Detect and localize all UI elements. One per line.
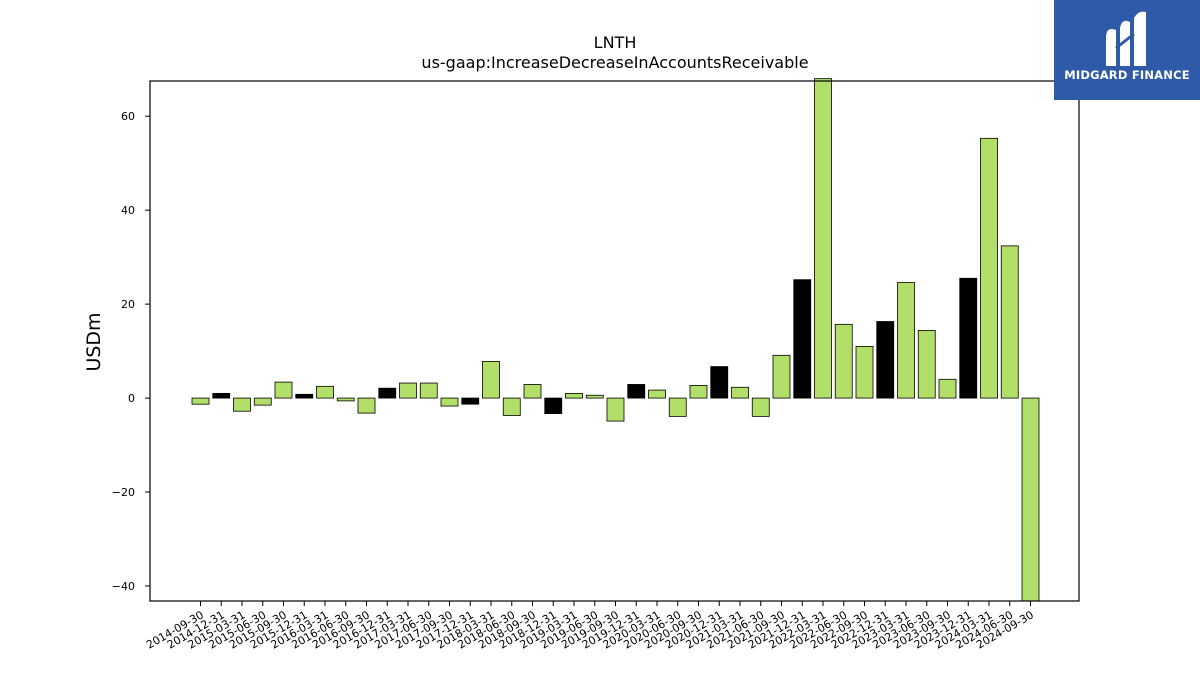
y-tick-label: 20 bbox=[121, 298, 135, 311]
bar-2017-12-31 bbox=[461, 397, 480, 405]
bars bbox=[191, 78, 1040, 602]
bar-2014-12-31 bbox=[212, 392, 231, 399]
bar-2022-12-31 bbox=[876, 321, 895, 399]
bar-2019-09-30 bbox=[606, 397, 625, 422]
bar-2021-06-30 bbox=[751, 397, 770, 417]
bar-2021-12-31 bbox=[793, 279, 812, 399]
y-tick-label: 0 bbox=[128, 392, 135, 405]
y-tick-label: 40 bbox=[121, 204, 135, 217]
bar-2023-12-31 bbox=[959, 277, 978, 399]
bar-2019-06-30 bbox=[585, 394, 604, 399]
bar-2020-12-31 bbox=[710, 366, 729, 399]
bar-2018-03-31 bbox=[482, 361, 500, 399]
bar-2016-06-30 bbox=[336, 397, 355, 402]
bar-2023-06-30 bbox=[917, 330, 936, 399]
bar-2016-03-31 bbox=[316, 385, 334, 399]
y-tick-label: −20 bbox=[112, 486, 135, 499]
bar-2018-09-30 bbox=[523, 384, 542, 399]
bar-2017-03-31 bbox=[399, 382, 417, 399]
bar-2022-06-30 bbox=[834, 323, 853, 399]
bar-2017-09-30 bbox=[440, 397, 459, 407]
bar-2016-09-30 bbox=[357, 397, 376, 414]
bar-2022-09-30 bbox=[855, 345, 874, 399]
bar-2024-09-30 bbox=[1021, 397, 1040, 602]
bar-2015-03-31 bbox=[233, 397, 251, 412]
bar-2019-12-31 bbox=[627, 384, 646, 399]
bar-2018-12-31 bbox=[544, 397, 563, 414]
y-tick-label: 60 bbox=[121, 110, 135, 123]
x-axis-ticks: 2014-09-302014-12-312015-03-312015-06-30… bbox=[144, 601, 1036, 652]
bar-2021-09-30 bbox=[772, 354, 791, 399]
midgard-m-icon bbox=[1106, 11, 1146, 67]
bar-2019-03-31 bbox=[565, 392, 583, 399]
bar-2017-06-30 bbox=[419, 382, 438, 399]
bar-2023-03-31 bbox=[897, 282, 915, 399]
bar-2018-06-30 bbox=[502, 397, 521, 416]
bar-2021-03-31 bbox=[731, 386, 749, 399]
y-axis-ticks: −40 −20 0 20 40 60 bbox=[112, 110, 150, 593]
bar-2024-03-31 bbox=[980, 137, 998, 399]
y-tick-label: −40 bbox=[112, 580, 135, 593]
bar-2020-06-30 bbox=[668, 397, 687, 417]
bar-2014-09-30 bbox=[191, 397, 210, 405]
bar-2020-09-30 bbox=[689, 384, 708, 399]
y-axis-label: USDm bbox=[83, 312, 105, 371]
bar-2015-09-30 bbox=[274, 381, 293, 399]
bar-2015-12-31 bbox=[295, 393, 314, 399]
chart-subtitle: us-gaap:IncreaseDecreaseInAccountsReceiv… bbox=[421, 53, 808, 72]
bar-2020-03-31 bbox=[648, 389, 666, 399]
bar-2024-06-30 bbox=[1000, 245, 1019, 399]
bar-2016-12-31 bbox=[378, 387, 397, 399]
bar-2022-03-31 bbox=[814, 78, 832, 399]
logo-text: MIDGARD FINANCE bbox=[1064, 68, 1190, 82]
plot-frame bbox=[149, 80, 1080, 602]
bar-2023-09-30 bbox=[938, 378, 957, 399]
chart-title: LNTH bbox=[594, 33, 637, 52]
brand-logo: MIDGARD FINANCE bbox=[1054, 0, 1200, 100]
bar-2015-06-30 bbox=[253, 397, 272, 406]
